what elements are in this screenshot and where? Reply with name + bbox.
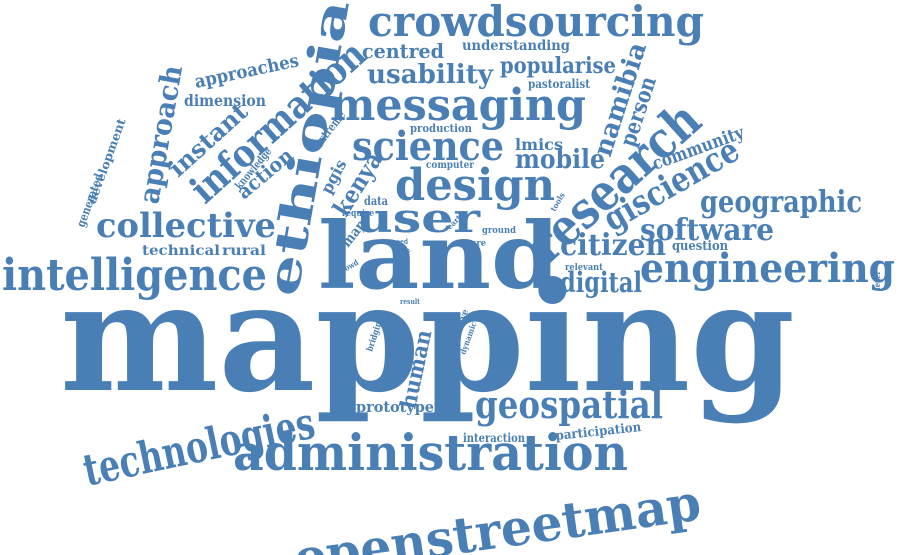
word-land: land <box>318 202 560 310</box>
word-computer: computer <box>426 160 475 171</box>
word-design: design <box>395 160 555 211</box>
word-production: production <box>410 122 472 135</box>
word-popularise: popularise <box>500 53 616 79</box>
word-collective: collective <box>96 206 276 246</box>
word-intelligence: intelligence <box>2 250 267 301</box>
word-question: question <box>672 239 728 254</box>
word-geographic: geographic <box>700 185 862 220</box>
word-technical: technical <box>142 243 220 259</box>
word-lmics: lmics <box>515 135 563 154</box>
word-more: more <box>462 239 486 249</box>
word-approach: approach <box>132 63 189 207</box>
word-crowdsourcing: crowdsourcing <box>368 0 704 46</box>
word-citizen: citizen <box>560 228 666 263</box>
word-ground: ground <box>482 226 517 236</box>
word-data: data <box>364 194 388 208</box>
word-mapping: mapping <box>60 250 795 426</box>
word-level: level <box>872 272 882 290</box>
word-software: software <box>640 213 774 248</box>
word-rural: rural <box>222 243 266 259</box>
word-understanding: understanding <box>462 38 570 54</box>
word-dimension: dimension <box>184 91 266 110</box>
word-user: user <box>356 195 481 242</box>
word-prototype: prototype <box>356 398 434 416</box>
word-interaction: interaction <box>463 431 525 445</box>
word-mobile: mobile <box>515 145 605 175</box>
word-engineering: engineering <box>640 245 895 292</box>
word-require: require <box>342 209 374 219</box>
word-openstreetmap: openstreetmap <box>290 473 704 555</box>
word-need: need <box>392 237 408 246</box>
word-messaging: messaging <box>330 80 586 131</box>
word-result: result <box>400 297 421 306</box>
word-usability: usability <box>367 60 494 90</box>
word-geospatial: geospatial <box>475 382 663 427</box>
word-science: science <box>352 123 504 170</box>
word-build: build <box>430 281 446 290</box>
word-centred: centred <box>362 39 444 63</box>
word-administration: administration <box>233 423 628 482</box>
word-digital: digital <box>560 266 642 299</box>
word-pastoralist: pastoralist <box>528 77 590 91</box>
word-relevant: relevant <box>565 263 604 273</box>
